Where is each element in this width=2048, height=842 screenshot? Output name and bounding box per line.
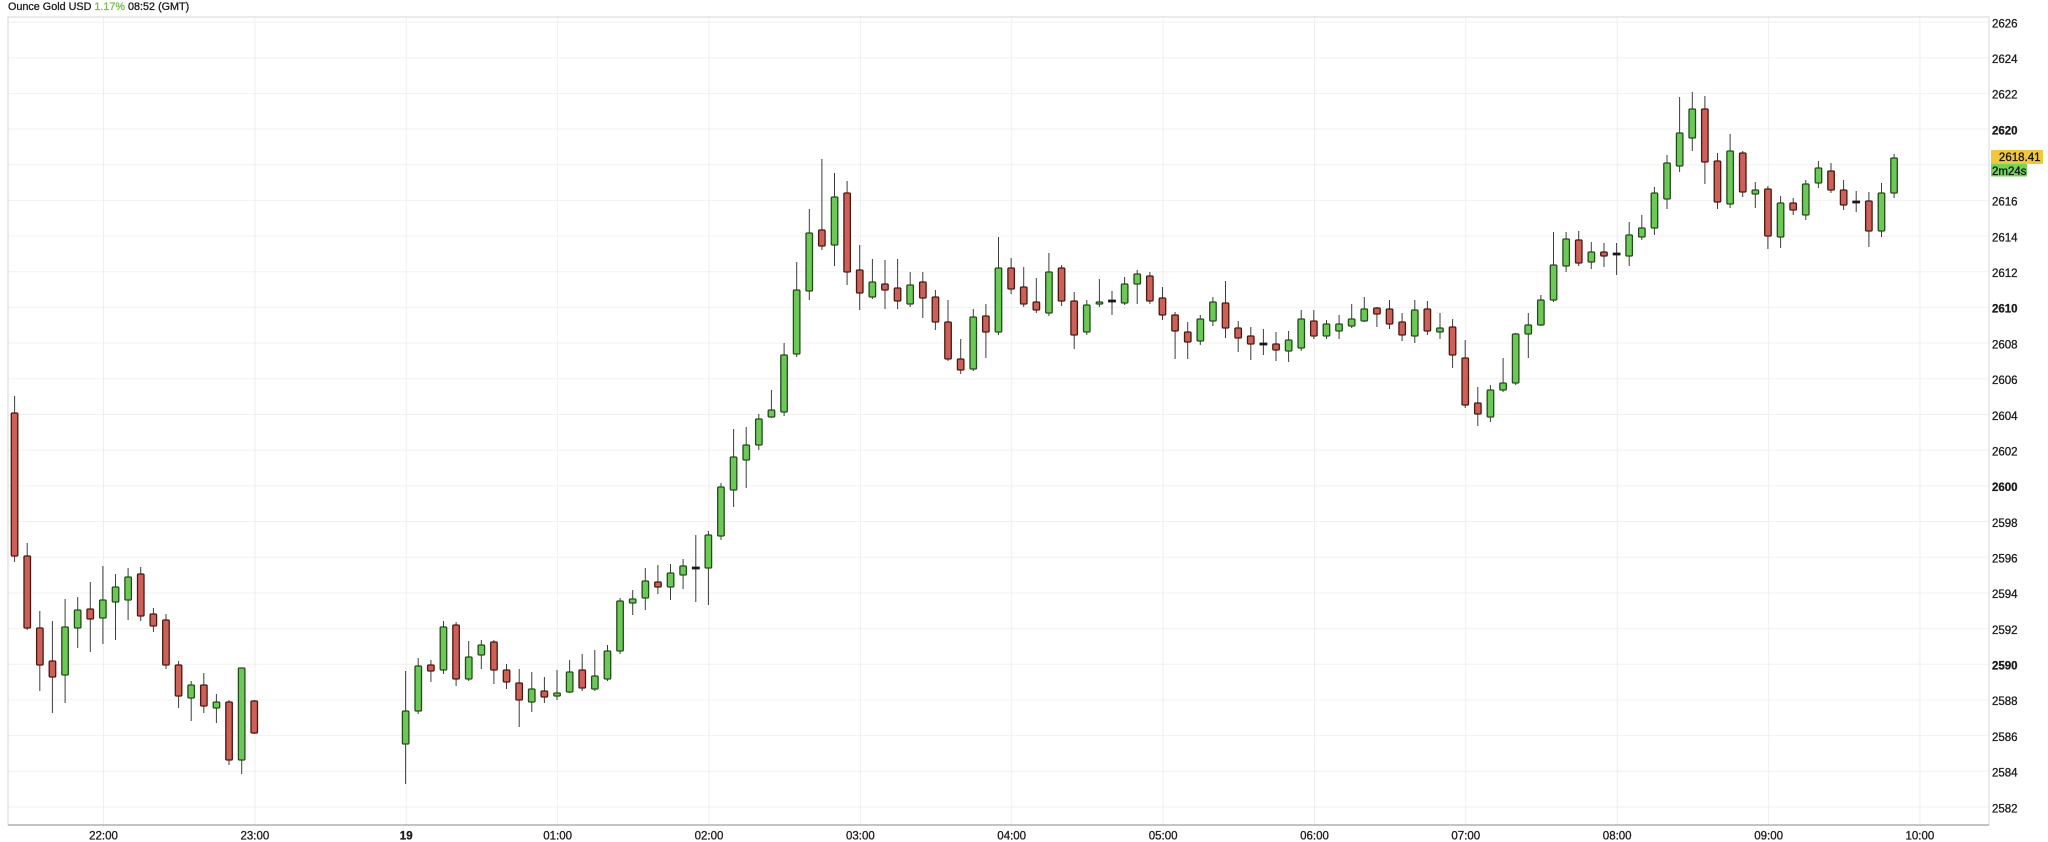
svg-text:09:00: 09:00	[1754, 831, 1783, 842]
svg-text:05:00: 05:00	[1149, 831, 1178, 842]
svg-text:2624: 2624	[1992, 54, 2018, 66]
svg-text:02:00: 02:00	[695, 831, 724, 842]
svg-text:2602: 2602	[1992, 447, 2018, 459]
svg-text:07:00: 07:00	[1451, 831, 1480, 842]
svg-text:2598: 2598	[1992, 518, 2018, 530]
svg-text:06:00: 06:00	[1300, 831, 1329, 842]
svg-text:2m24s: 2m24s	[1992, 166, 2027, 178]
svg-text:01:00: 01:00	[543, 831, 572, 842]
svg-text:23:00: 23:00	[241, 831, 270, 842]
svg-text:04:00: 04:00	[997, 831, 1026, 842]
svg-text:2616: 2616	[1992, 197, 2018, 209]
svg-text:2622: 2622	[1992, 90, 2018, 102]
svg-text:2586: 2586	[1992, 732, 2018, 744]
svg-text:03:00: 03:00	[846, 831, 875, 842]
svg-text:2596: 2596	[1992, 554, 2018, 566]
svg-text:2608: 2608	[1992, 339, 2018, 351]
svg-text:2582: 2582	[1992, 803, 2018, 815]
svg-text:2618.41: 2618.41	[1999, 152, 2041, 164]
svg-text:10:00: 10:00	[1906, 831, 1935, 842]
svg-text:2604: 2604	[1992, 411, 2018, 423]
svg-text:2592: 2592	[1992, 625, 2018, 637]
svg-text:2588: 2588	[1992, 696, 2018, 708]
svg-text:2600: 2600	[1992, 482, 2018, 494]
svg-text:2594: 2594	[1992, 589, 2018, 601]
svg-text:2590: 2590	[1992, 661, 2018, 673]
svg-text:2584: 2584	[1992, 768, 2018, 780]
svg-text:2626: 2626	[1992, 18, 2018, 30]
svg-text:2610: 2610	[1992, 304, 2018, 316]
svg-text:19: 19	[400, 831, 413, 842]
svg-text:2620: 2620	[1992, 125, 2018, 137]
svg-text:2606: 2606	[1992, 375, 2018, 387]
svg-text:2612: 2612	[1992, 268, 2018, 280]
svg-text:08:00: 08:00	[1603, 831, 1632, 842]
svg-text:2614: 2614	[1992, 232, 2018, 244]
svg-text:22:00: 22:00	[89, 831, 118, 842]
